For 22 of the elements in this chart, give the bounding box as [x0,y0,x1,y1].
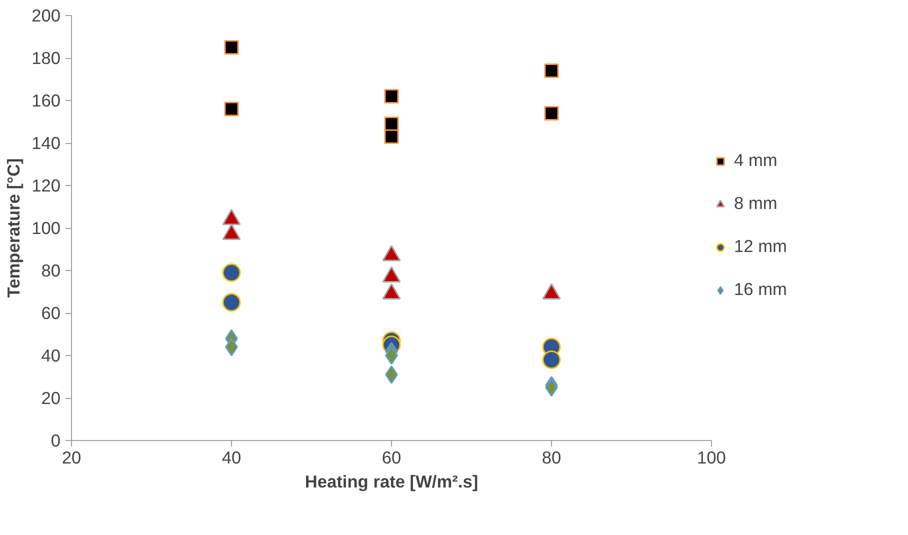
y-tick-label: 120 [32,176,61,196]
legend-label: 4 mm [734,150,778,171]
x-tick-label: 20 [62,448,82,468]
y-tick-label: 160 [32,90,61,110]
x-tick-label: 80 [542,448,562,468]
legend-label: 12 mm [734,236,787,257]
legend-label: 8 mm [734,193,778,214]
x-tick-label: 60 [382,448,402,468]
y-tick-label: 180 [32,48,61,68]
y-tick-label: 100 [32,218,61,238]
y-tick-label: 80 [41,260,61,280]
y-tick-label: 40 [41,346,61,366]
y-tick-label: 140 [32,133,61,153]
legend-label: 16 mm [734,279,787,300]
y-tick-label: 0 [50,430,61,450]
y-tick-label: 60 [41,303,61,323]
y-axis-title: Temperature [°C] [4,158,24,298]
x-tick-label: 100 [697,448,726,468]
x-tick-label: 40 [222,448,242,468]
y-tick-label: 20 [41,388,61,408]
y-tick-label: 200 [32,6,61,26]
x-axis-title: Heating rate [W/m².s] [304,472,478,492]
